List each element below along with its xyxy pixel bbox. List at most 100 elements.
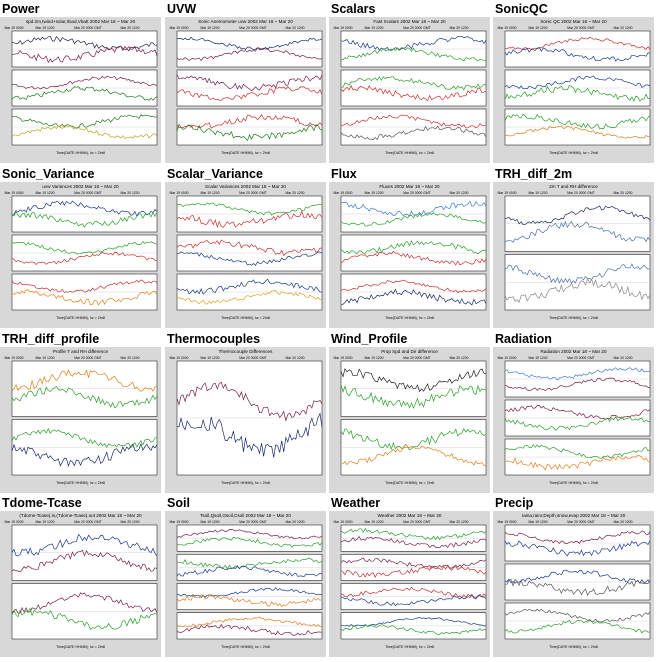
- date-tick-label: Mar 20 1200: [120, 520, 139, 524]
- thumbnail-label[interactable]: Soil: [167, 496, 190, 510]
- plot-thumbnail-image[interactable]: (Tdome-Tcase).in,(Tdome-Tcase).out 2002 …: [0, 511, 161, 657]
- date-tick-label: Mar 20 0000 GMT: [74, 520, 102, 524]
- date-tick-label: Mar 20 0000 GMT: [567, 356, 595, 360]
- plot-thumbnail-image[interactable]: Scalar Variances 2002 Mar 18 ~ Mar 20 Mar…: [165, 182, 326, 328]
- thumbnail-cell[interactable]: TRH_diff_2m 2m T and RH difference Mar 19 …: [493, 167, 656, 332]
- plot-thumbnail-image[interactable]: spd.2m,twind+solar,Iload,Vbatt 2002 Mar …: [0, 17, 161, 163]
- plot-graphic: Fast Scalars 2002 Mar 18 ~ Mar 20 Mar 19 …: [333, 19, 487, 155]
- subplot-panel: [340, 583, 487, 610]
- plot-thumbnail-image[interactable]: Tsoil,Qsoil,Gsoil,Csoil 2002 Mar 18 ~ Ma…: [165, 511, 326, 657]
- thumbnail-label[interactable]: Radiation: [495, 332, 552, 346]
- thumbnail-label[interactable]: TRH_diff_2m: [495, 167, 573, 181]
- thumbnail-cell[interactable]: UVW Sonic Anemometer uvw 2002 Mar 18 ~ Ma…: [165, 2, 328, 167]
- plot-thumbnail-image[interactable]: Prop Spd and Dir difference Mar 19 0000 Ma…: [329, 347, 490, 493]
- x-axis-label: Time(DATE HHMM), hz = 2hr8: [385, 645, 434, 649]
- thumbnail-label[interactable]: Power: [2, 2, 40, 16]
- plot-graphic: Tsoil,Qsoil,Gsoil,Csoil 2002 Mar 18 ~ Ma…: [169, 513, 323, 649]
- thumbnail-label[interactable]: Tdome-Tcase: [2, 496, 82, 510]
- plot-graphic: Sonic QC 2002 Mar 18 ~ Mar 20 Mar 19 0000…: [497, 19, 651, 155]
- x-axis-label: Time(DATE HHMM), hz = 2hr8: [549, 316, 598, 320]
- plot-thumbnail-image[interactable]: 2m T and RH difference Mar 19 0000 Mar 19 …: [493, 182, 654, 328]
- subplot-panel: [504, 399, 651, 437]
- date-tick-label: Mar 20 0000 GMT: [74, 191, 102, 195]
- thumbnail-cell[interactable]: Scalar_Variance Scalar Variances 2002 Mar…: [165, 167, 328, 332]
- subplot-panel: [176, 583, 323, 610]
- thumbnail-cell[interactable]: Power spd.2m,twind+solar,Iload,Vbatt 2002…: [0, 2, 163, 167]
- date-tick-label: Mar 19 1200: [200, 26, 219, 30]
- x-axis-label: Time(DATE HHMM), hz = 2hr8: [56, 151, 105, 155]
- subplot-panel: [11, 360, 158, 417]
- subplot-panel: [504, 602, 651, 640]
- date-tick-label: Mar 20 1200: [613, 520, 632, 524]
- subplot-panel: [340, 273, 487, 311]
- thumbnail-label[interactable]: Flux: [331, 167, 357, 181]
- plot-thumbnail-image[interactable]: Sonic QC 2002 Mar 18 ~ Mar 20 Mar 19 0000…: [493, 17, 654, 163]
- thumbnail-label[interactable]: Wind_Profile: [331, 332, 408, 346]
- plot-graphic: Weather 2002 Mar 18 ~ Mar 20 Mar 19 0000 M…: [333, 513, 487, 649]
- date-tick-label: Mar 20 0000 GMT: [239, 26, 267, 30]
- date-tick-label: Mar 20 0000 GMT: [74, 356, 102, 360]
- date-tick-label: Mar 19 1200: [528, 191, 547, 195]
- thumbnail-cell[interactable]: Weather Weather 2002 Mar 18 ~ Mar 20 Mar 1…: [329, 496, 492, 661]
- thumbnail-cell[interactable]: Wind_Profile Prop Spd and Dir difference M…: [329, 332, 492, 497]
- subplot-panel: [340, 612, 487, 640]
- date-tick-label: Mar 19 1200: [35, 520, 54, 524]
- thumbnail-label[interactable]: TRH_diff_profile: [2, 332, 100, 346]
- date-tick-label: Mar 19 0000: [333, 356, 352, 360]
- date-tick-label: Mar 19 0000: [169, 26, 188, 30]
- thumbnail-cell[interactable]: Tdome-Tcase (Tdome-Tcase).in,(Tdome-Tcase…: [0, 496, 163, 661]
- plot-title: Thermocouple Differences: [219, 349, 273, 354]
- thumbnail-label[interactable]: Precip: [495, 496, 534, 510]
- plot-thumbnail-image[interactable]: Weather 2002 Mar 18 ~ Mar 20 Mar 19 0000 M…: [329, 511, 490, 657]
- subplot-panel: [340, 419, 487, 476]
- plot-thumbnail-image[interactable]: Fluxes 2002 Mar 18 ~ Mar 20 Mar 19 0000 Ma…: [329, 182, 490, 328]
- plot-thumbnail-image[interactable]: uvw Variances 2002 Mar 18 ~ Mar 20 Mar 19…: [0, 182, 161, 328]
- thumbnail-label[interactable]: Sonic_Variance: [2, 167, 95, 181]
- date-tick-label: Mar 19 0000: [497, 520, 516, 524]
- plot-thumbnail-image[interactable]: Fast Scalars 2002 Mar 18 ~ Mar 20 Mar 19 …: [329, 17, 490, 163]
- thumbnail-label[interactable]: SonicQC: [495, 2, 548, 16]
- plot-thumbnail-image[interactable]: Radiation 2002 Mar 18 ~ Mar 20 Mar 19 000…: [493, 347, 654, 493]
- date-tick-label: Mar 20 0000 GMT: [567, 191, 595, 195]
- plot-title: uvw Variances 2002 Mar 18 ~ Mar 20: [42, 184, 119, 189]
- plot-graphic: Scalar Variances 2002 Mar 18 ~ Mar 20 Mar…: [169, 184, 323, 320]
- date-tick-label: Mar 20 1200: [120, 191, 139, 195]
- date-tick-label: Mar 19 1200: [200, 520, 219, 524]
- thumbnail-label[interactable]: Scalar_Variance: [167, 167, 263, 181]
- thumbnail-label[interactable]: Scalars: [331, 2, 376, 16]
- date-tick-label: Mar 19 0000: [169, 191, 188, 195]
- subplot-panel: [340, 234, 487, 272]
- thumbnail-cell[interactable]: SonicQC Sonic QC 2002 Mar 18 ~ Mar 20 Mar …: [493, 2, 656, 167]
- thumbnail-cell[interactable]: Soil Tsoil,Qsoil,Gsoil,Csoil 2002 Mar 18 …: [165, 496, 328, 661]
- thumbnail-label[interactable]: Weather: [331, 496, 381, 510]
- subplot-panel: [504, 563, 651, 601]
- plot-graphic: (Tdome-Tcase).in,(Tdome-Tcase).out 2002 …: [4, 513, 158, 649]
- subplot-panel: [176, 234, 323, 272]
- subplot-panel: [11, 583, 158, 640]
- plot-title: (Tdome-Tcase).in,(Tdome-Tcase).out 2002 …: [19, 513, 142, 518]
- subplot-panel: [176, 612, 323, 640]
- thumbnail-cell[interactable]: Flux Fluxes 2002 Mar 18 ~ Mar 20 Mar 19 00…: [329, 167, 492, 332]
- subplot-panel: [11, 419, 158, 476]
- plot-title: Prop Spd and Dir difference: [381, 349, 438, 354]
- date-tick-label: Mar 20 0000 GMT: [567, 26, 595, 30]
- thumbnail-label[interactable]: Thermocouples: [167, 332, 261, 346]
- date-tick-label: Mar 20 1200: [449, 356, 468, 360]
- thumbnail-cell[interactable]: TRH_diff_profile Profile T and RH differe…: [0, 332, 163, 497]
- date-tick-label: Mar 20 1200: [613, 356, 632, 360]
- subplot-panel: [504, 30, 651, 68]
- thumbnail-cell[interactable]: Scalars Fast Scalars 2002 Mar 18 ~ Mar 20…: [329, 2, 492, 167]
- plot-thumbnail-image[interactable]: Thermocouple Differences Mar 19 0000 Mar 1…: [165, 347, 326, 493]
- plot-thumbnail-image[interactable]: Sonic Anemometer uvw 2002 Mar 18 ~ Mar 2…: [165, 17, 326, 163]
- plot-title: Sonic Anemometer uvw 2002 Mar 18 ~ Mar 2…: [198, 19, 293, 24]
- thumbnail-cell[interactable]: Thermocouples Thermocouple Differences Mar…: [165, 332, 328, 497]
- thumbnail-cell[interactable]: Radiation Radiation 2002 Mar 18 ~ Mar 20 M…: [493, 332, 656, 497]
- thumbnail-label[interactable]: UVW: [167, 2, 197, 16]
- date-tick-label: Mar 20 0000 GMT: [403, 26, 431, 30]
- plot-thumbnail-image[interactable]: raina,rainr,Depth,snow,evap 2002 Mar 18 …: [493, 511, 654, 657]
- thumbnail-cell[interactable]: Precip raina,rainr,Depth,snow,evap 2002 M…: [493, 496, 656, 661]
- plot-thumbnail-image[interactable]: Profile T and RH difference Mar 19 0000 Ma…: [0, 347, 161, 493]
- date-tick-label: Mar 20 0000 GMT: [239, 191, 267, 195]
- plot-graphic: uvw Variances 2002 Mar 18 ~ Mar 20 Mar 19…: [4, 184, 158, 320]
